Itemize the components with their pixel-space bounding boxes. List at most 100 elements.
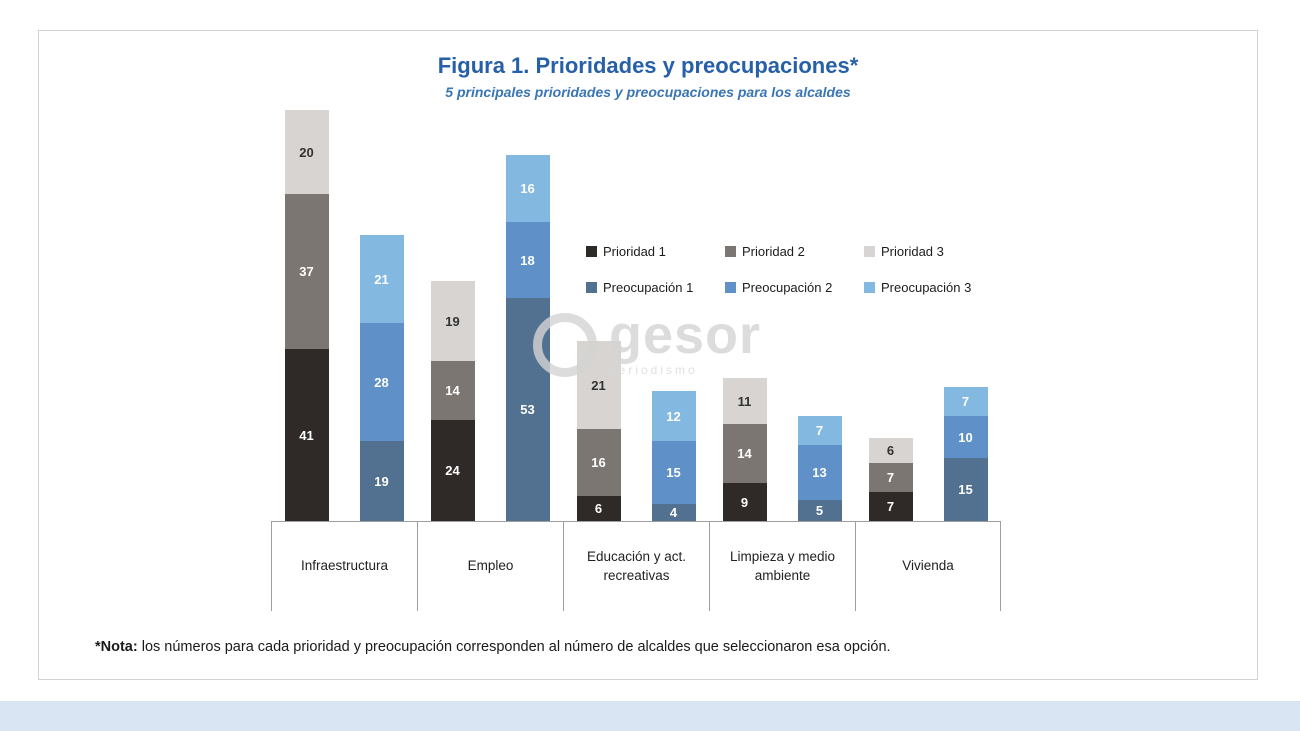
- legend-swatch-icon: [725, 246, 736, 257]
- legend-item: Preocupación 3: [864, 280, 1003, 295]
- bar-value-label: 19: [445, 313, 460, 329]
- bar-value-label: 14: [445, 383, 460, 398]
- bar-segment: 6: [868, 438, 913, 463]
- legend-item: Prioridad 2: [725, 244, 864, 259]
- bar-segment: 4: [651, 504, 696, 521]
- stacked-bar: 24 14 19: [430, 281, 475, 521]
- bar-segment: 16: [505, 155, 550, 222]
- bar-segment: 5: [797, 500, 842, 521]
- bar-value-label: 13: [812, 465, 827, 480]
- bar-segment: 28: [359, 323, 404, 441]
- figure-note: *Nota: los números para cada prioridad y…: [95, 639, 891, 655]
- bar-value-label: 4: [669, 505, 678, 520]
- bottom-strip: [0, 701, 1300, 731]
- bar-value-label: 15: [666, 465, 681, 480]
- legend-item: Prioridad 3: [864, 244, 1003, 259]
- bar-segment: 18: [505, 222, 550, 298]
- bar-value-label: 6: [886, 443, 895, 458]
- legend-label: Prioridad 3: [881, 244, 944, 259]
- category-label: Infraestructura: [271, 522, 417, 611]
- bar-segment: 12: [651, 391, 696, 441]
- stacked-bar: 6 16 21: [576, 341, 621, 521]
- legend-item: Prioridad 1: [586, 244, 725, 259]
- bar-segment: 41: [284, 349, 329, 521]
- bar-value-label: 7: [886, 499, 895, 514]
- category-column: 6 16 21 4 15 12: [563, 101, 709, 521]
- category-column: 24 14 19 53 18 16: [417, 101, 563, 521]
- stacked-bar-chart: 41 37 20 19 28 21 24 14 19 53 18 16 6 16 21 4 15 12 9 14 11 5…: [271, 101, 1001, 613]
- bar-value-label: 18: [520, 252, 535, 268]
- bar-value-label: 37: [299, 264, 314, 279]
- bar-value-label: 14: [737, 446, 752, 461]
- bar-value-label: 28: [374, 374, 389, 390]
- bar-segment: 15: [943, 458, 988, 521]
- bar-segment: 19: [430, 281, 475, 361]
- bar-value-label: 7: [886, 470, 895, 485]
- bar-segment: 7: [943, 387, 988, 416]
- bar-segment: 7: [868, 463, 913, 492]
- bar-value-label: 41: [299, 427, 314, 443]
- legend-label: Preocupación 1: [603, 280, 694, 295]
- legend-label: Preocupación 2: [742, 280, 833, 295]
- bar-value-label: 7: [961, 394, 970, 409]
- bar-value-label: 20: [299, 144, 314, 160]
- legend-swatch-icon: [586, 282, 597, 293]
- bar-segment: 6: [576, 496, 621, 521]
- bar-segment: 20: [284, 110, 329, 194]
- figure-subtitle: 5 principales prioridades y preocupacion…: [445, 84, 851, 100]
- legend-label: Prioridad 1: [603, 244, 666, 259]
- bar-value-label: 21: [591, 377, 606, 393]
- category-label: Vivienda: [855, 522, 1001, 611]
- bar-segment: 53: [505, 298, 550, 521]
- bar-value-label: 5: [815, 503, 824, 518]
- bar-segment: 21: [359, 235, 404, 323]
- bar-segment: 21: [576, 341, 621, 429]
- bar-segment: 15: [651, 441, 696, 504]
- legend-swatch-icon: [864, 282, 875, 293]
- bar-value-label: 19: [374, 473, 389, 489]
- bar-value-label: 7: [815, 423, 824, 438]
- legend-label: Preocupación 3: [881, 280, 972, 295]
- bar-value-label: 16: [520, 181, 535, 196]
- stacked-bar: 15 10 7: [943, 387, 988, 521]
- category-label: Limpieza y medio ambiente: [709, 522, 855, 611]
- bar-segment: 9: [722, 483, 767, 521]
- bar-value-label: 10: [958, 429, 973, 445]
- bar-segment: 13: [797, 445, 842, 500]
- bar-segment: 16: [576, 429, 621, 496]
- figure-title: Figura 1. Prioridades y preocupaciones*: [437, 53, 859, 78]
- bar-value-label: 16: [591, 455, 606, 470]
- bar-segment: 14: [430, 361, 475, 420]
- bar-segment: 7: [797, 416, 842, 445]
- bar-value-label: 21: [374, 271, 389, 287]
- legend-item: Preocupación 1: [586, 280, 725, 295]
- legend-swatch-icon: [725, 282, 736, 293]
- x-axis: Infraestructura Empleo Educación y act. re…: [271, 521, 1001, 611]
- stacked-bar: 7 7 6: [868, 438, 913, 521]
- bar-segment: 11: [722, 378, 767, 424]
- bar-value-label: 12: [666, 408, 681, 424]
- category-column: 41 37 20 19 28 21: [271, 101, 417, 521]
- legend-swatch-icon: [586, 246, 597, 257]
- stacked-bar: 4 15 12: [651, 391, 696, 521]
- stacked-bar: 9 14 11: [722, 378, 767, 521]
- category-column: 9 14 11 5 13 7: [709, 101, 855, 521]
- bar-segment: 37: [284, 194, 329, 349]
- bar-value-label: 15: [958, 482, 973, 497]
- bar-segment: 19: [359, 441, 404, 521]
- category-label: Empleo: [417, 522, 563, 611]
- bar-segment: 10: [943, 416, 988, 458]
- bar-segment: 14: [722, 424, 767, 483]
- bar-segment: 24: [430, 420, 475, 521]
- bar-value-label: 53: [520, 402, 535, 417]
- stacked-bar: 19 28 21: [359, 235, 404, 521]
- note-label: *Nota:: [95, 639, 138, 655]
- stacked-bar: 5 13 7: [797, 416, 842, 521]
- bar-value-label: 24: [445, 463, 460, 478]
- stacked-bar: 53 18 16: [505, 155, 550, 521]
- note-text: los números para cada prioridad y preocu…: [137, 639, 891, 655]
- figure-card: Figura 1. Prioridades y preocupaciones* …: [38, 30, 1258, 680]
- legend-label: Prioridad 2: [742, 244, 805, 259]
- category-column: 7 7 6 15 10 7: [855, 101, 1001, 521]
- bar-value-label: 11: [737, 393, 752, 409]
